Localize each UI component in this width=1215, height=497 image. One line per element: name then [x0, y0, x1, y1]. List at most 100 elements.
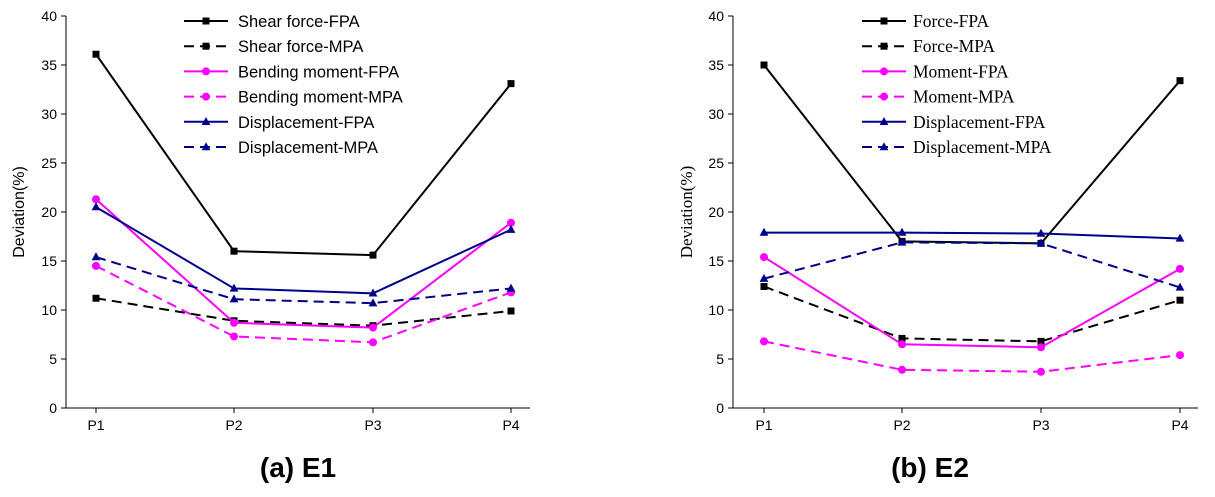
data-point [1176, 264, 1184, 273]
y-axis-label: Deviation(%) [11, 166, 28, 258]
legend-marker [880, 67, 888, 76]
legend-entry: Displacement-MPA [184, 139, 378, 157]
legend-marker [202, 17, 210, 25]
data-point [229, 294, 239, 303]
y-tick-label: 40 [41, 8, 57, 24]
legend-entry: Moment-MPA [862, 87, 1015, 107]
x-tick-label: P4 [1171, 417, 1188, 433]
data-point [760, 61, 768, 69]
data-point [92, 294, 100, 302]
x-tick-label: P2 [225, 417, 242, 433]
legend-marker [201, 117, 211, 125]
data-point [1176, 296, 1184, 304]
data-point [1037, 343, 1045, 352]
data-point [760, 253, 768, 262]
data-point [229, 283, 239, 292]
legend-label: Shear force-MPA [238, 38, 363, 56]
series-displacement-fpa [91, 202, 516, 297]
data-point [898, 365, 906, 374]
data-point [507, 218, 515, 227]
x-tick-label: P1 [87, 417, 104, 433]
data-point [230, 332, 238, 341]
y-tick-label: 0 [49, 400, 57, 416]
series-line [763, 256, 1181, 349]
series-moment-fpa [760, 253, 1184, 352]
legend-entry: Shear force-FPA [184, 13, 360, 31]
chart-panel-e2: 0 5 10 15 20 25 30 35 40 P1 P2 P3 P4 Deviation(%) Forc… [677, 8, 1198, 433]
y-tick-label: 10 [708, 302, 724, 318]
y-tick-label: 10 [41, 302, 57, 318]
legend-marker [879, 117, 889, 125]
x-tick-label: P2 [893, 417, 910, 433]
data-point [230, 247, 238, 255]
data-point [1175, 282, 1185, 291]
data-point [368, 288, 378, 297]
legend-label: Bending moment-FPA [238, 63, 399, 81]
series-line [764, 231, 1181, 240]
series-line [95, 206, 512, 295]
data-point [1036, 238, 1046, 247]
data-point [898, 334, 906, 342]
x-tick-label: P3 [1032, 417, 1049, 433]
data-point [759, 273, 769, 282]
legend-label: Moment-FPA [913, 61, 1009, 81]
legend-label: Shear force-FPA [238, 13, 360, 31]
legend-marker [202, 67, 210, 76]
y-tick-label: 15 [41, 253, 57, 269]
series-displacement-fpa [759, 227, 1185, 242]
data-point [368, 298, 378, 307]
data-point [1176, 351, 1184, 360]
series-line [95, 53, 512, 257]
data-point [92, 195, 100, 204]
series-displacement-mpa [759, 237, 1185, 291]
legend-marker [879, 142, 889, 151]
series-line [763, 285, 1181, 343]
legend-entry: Displacement-FPA [862, 112, 1046, 132]
y-tick-label: 35 [708, 57, 724, 73]
series-line [95, 256, 512, 305]
series-line [95, 198, 512, 329]
y-tick-label: 25 [708, 155, 724, 171]
series-shear-force-fpa [92, 50, 515, 259]
legend-entry: Bending moment-MPA [184, 89, 403, 107]
series-line [763, 241, 1181, 289]
legend-label: Moment-MPA [913, 87, 1015, 107]
x-tick-label: P1 [755, 417, 772, 433]
series-line [95, 297, 512, 327]
legend-label: Displacement-FPA [238, 114, 374, 132]
data-point [507, 307, 515, 315]
data-point [369, 323, 377, 332]
y-tick-label: 0 [716, 400, 724, 416]
chart-panel-e1: 0 5 10 15 20 25 30 35 40 P1 P2 P3 P4 Deviation(%) Shea… [11, 8, 530, 433]
data-point [1176, 77, 1184, 85]
legend-label: Displacement-MPA [238, 139, 378, 157]
series-displacement-mpa [91, 252, 516, 307]
data-point [369, 338, 377, 347]
x-tick-label: P4 [502, 417, 519, 433]
data-point [1036, 228, 1046, 237]
y-tick-label: 20 [41, 204, 57, 220]
x-tick-label: P3 [364, 417, 381, 433]
data-point [898, 340, 906, 349]
legend-entry: Moment-FPA [862, 61, 1009, 81]
legend-label: Displacement-MPA [913, 137, 1052, 157]
legend-marker [201, 142, 211, 151]
legend-entry: Bending moment-FPA [184, 63, 399, 81]
legend-marker [202, 42, 210, 50]
y-tick-label: 25 [41, 155, 57, 171]
series-bending-moment-mpa [92, 261, 515, 347]
legend-marker [880, 42, 888, 50]
y-tick-label: 20 [708, 204, 724, 220]
series-bending-moment-fpa [92, 195, 515, 332]
caption-e2: (b) E2 [891, 452, 969, 483]
data-point [92, 261, 100, 270]
legend-label: Force-MPA [913, 36, 995, 56]
legend-label: Bending moment-MPA [238, 89, 403, 107]
legend-entry: Force-MPA [862, 36, 995, 56]
data-point [897, 237, 907, 246]
data-point [91, 202, 101, 211]
data-point [230, 318, 238, 327]
legend-marker [202, 92, 210, 101]
legend-entry: Force-FPA [862, 11, 990, 31]
